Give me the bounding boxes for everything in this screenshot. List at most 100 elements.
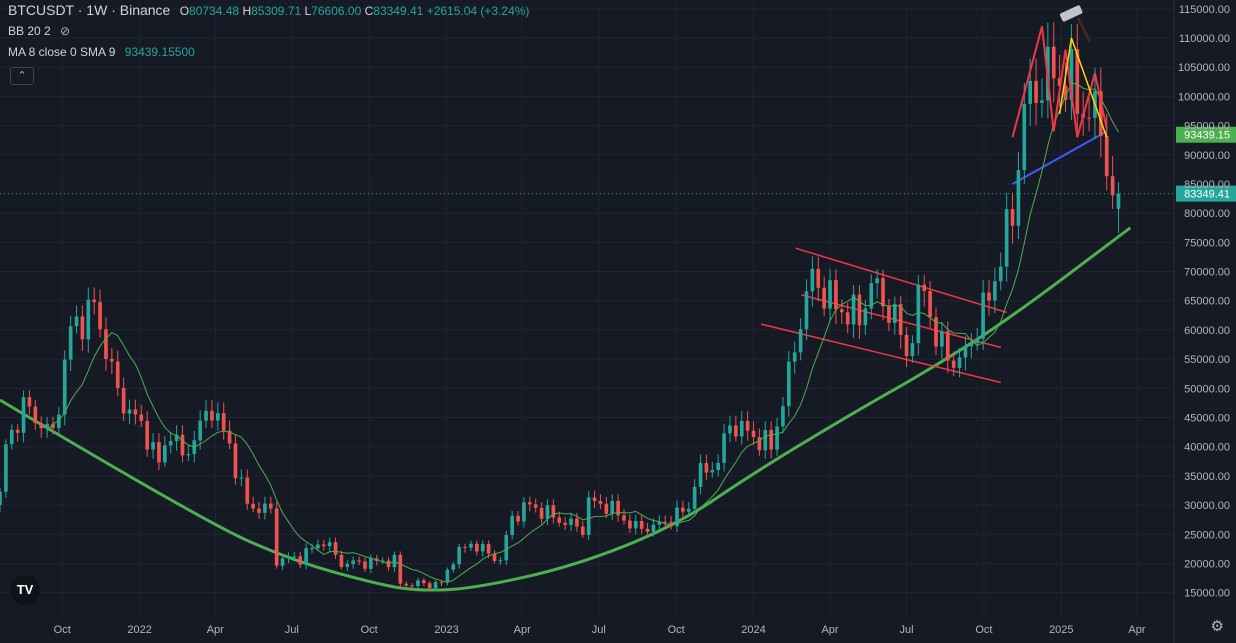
- candle-body: [516, 515, 520, 522]
- support-curve: [0, 226, 1132, 592]
- symbol-header: BTCUSDT · 1W · Binance O80734.48 H85309.…: [8, 2, 529, 18]
- time-tick-label: Jul: [285, 624, 299, 636]
- price-tick-label: 110000.00: [1179, 33, 1230, 45]
- candle-body: [828, 280, 832, 309]
- candle-body: [292, 556, 297, 558]
- candle-body: [310, 548, 314, 550]
- candle-body: [80, 316, 85, 340]
- candle-body: [834, 280, 838, 310]
- candle-body: [469, 543, 473, 548]
- candle-body: [839, 309, 844, 313]
- candle-body: [386, 560, 391, 568]
- collapse-indicators-button[interactable]: ⌃: [10, 67, 34, 85]
- candle-body: [427, 583, 432, 589]
- bb-indicator-row[interactable]: BB 20 2 ⊘: [8, 24, 70, 38]
- candle-body: [486, 543, 491, 554]
- price-tick-label: 50000.00: [1184, 383, 1230, 395]
- candle-body: [298, 556, 303, 565]
- candle-body: [104, 329, 108, 359]
- candle-body: [98, 302, 102, 330]
- candle-body: [339, 554, 344, 567]
- candle-body: [928, 291, 932, 318]
- price-tick-label: 115000.00: [1179, 4, 1230, 16]
- candle-body: [33, 406, 38, 424]
- candle-body: [993, 281, 997, 301]
- candle-body: [57, 414, 61, 429]
- candle-body: [151, 442, 155, 450]
- candle-body: [945, 331, 950, 361]
- candle-body: [533, 504, 538, 508]
- candle-body: [257, 508, 261, 513]
- candle-body: [9, 429, 14, 445]
- symbol-label[interactable]: BTCUSDT · 1W · Binance: [8, 2, 171, 18]
- candle-body: [227, 430, 232, 444]
- candle-body: [445, 569, 450, 583]
- candle-body: [1110, 176, 1115, 196]
- candle-body: [1069, 49, 1074, 100]
- time-tick-label: Oct: [668, 624, 685, 636]
- price-tick-label: 25000.00: [1184, 529, 1230, 541]
- bb-label: BB 20 2: [8, 24, 51, 38]
- price-tick-label: 100000.00: [1178, 91, 1230, 103]
- candle-body: [480, 543, 485, 552]
- candle-body: [704, 463, 709, 473]
- candle-body: [527, 502, 532, 505]
- candle-body: [686, 508, 691, 512]
- candle-body: [133, 409, 138, 415]
- price-tick-label: 35000.00: [1184, 471, 1230, 483]
- candle-body: [798, 329, 803, 353]
- candle-body: [592, 497, 597, 501]
- candle-body: [716, 462, 721, 471]
- candle-body: [404, 583, 409, 586]
- candle-body: [557, 517, 562, 523]
- candle-body: [810, 268, 815, 292]
- candle-body: [1034, 80, 1038, 104]
- channel-upper-line: [795, 247, 1007, 314]
- candle-body: [1063, 85, 1068, 100]
- candle-body: [163, 445, 167, 463]
- candle-body: [604, 503, 609, 514]
- candle-body: [1051, 46, 1056, 79]
- candle-body: [951, 360, 956, 368]
- candle-body: [987, 292, 991, 301]
- candle-body: [1104, 135, 1109, 177]
- candle-body: [887, 306, 891, 323]
- ma-indicator-row[interactable]: MA 8 close 0 SMA 9 93439.15500: [8, 45, 195, 59]
- red-zigzag: [1011, 26, 1108, 138]
- candle-body: [510, 515, 514, 535]
- candle-body: [215, 413, 220, 421]
- price-tick-label: 55000.00: [1184, 354, 1230, 366]
- open-label: O: [179, 4, 190, 18]
- candle-body: [745, 420, 750, 431]
- candle-body: [787, 361, 791, 407]
- close-value: 83349.41: [373, 4, 424, 18]
- candle-body: [210, 410, 214, 421]
- candle-body: [357, 560, 361, 562]
- price-tick-label: 45000.00: [1184, 413, 1230, 425]
- tradingview-logo-icon[interactable]: TV: [10, 575, 40, 605]
- candle-body: [722, 433, 726, 463]
- candle-body: [168, 441, 173, 446]
- candle-body: [816, 268, 821, 288]
- candle-body: [1099, 91, 1103, 136]
- chevron-up-icon: ⌃: [17, 70, 27, 82]
- candle-body: [463, 546, 467, 548]
- candle-body: [186, 453, 191, 456]
- price-axis[interactable]: 15000.00 20000.00 25000.00 30000.00 35000.00…: [1173, 0, 1230, 643]
- candle-body: [198, 420, 202, 441]
- candle-body: [127, 409, 132, 414]
- eye-off-icon[interactable]: ⊘: [60, 24, 71, 38]
- candle-body: [398, 554, 403, 584]
- time-tick-label: Apr: [514, 624, 531, 636]
- high-value: 85309.71: [251, 4, 302, 18]
- time-axis[interactable]: Oct 2022 Apr Jul Oct 2023 Apr Jul Oct 2024 Apr Jul O…: [54, 624, 1146, 636]
- gear-icon[interactable]: ⚙: [1210, 618, 1224, 635]
- candle-body: [1040, 100, 1044, 104]
- candle-body: [0, 491, 2, 505]
- time-tick-label: Oct: [54, 624, 71, 636]
- candle-body: [121, 388, 126, 414]
- candle-body: [539, 507, 544, 519]
- candle-body: [922, 284, 927, 292]
- candle-body: [416, 580, 420, 587]
